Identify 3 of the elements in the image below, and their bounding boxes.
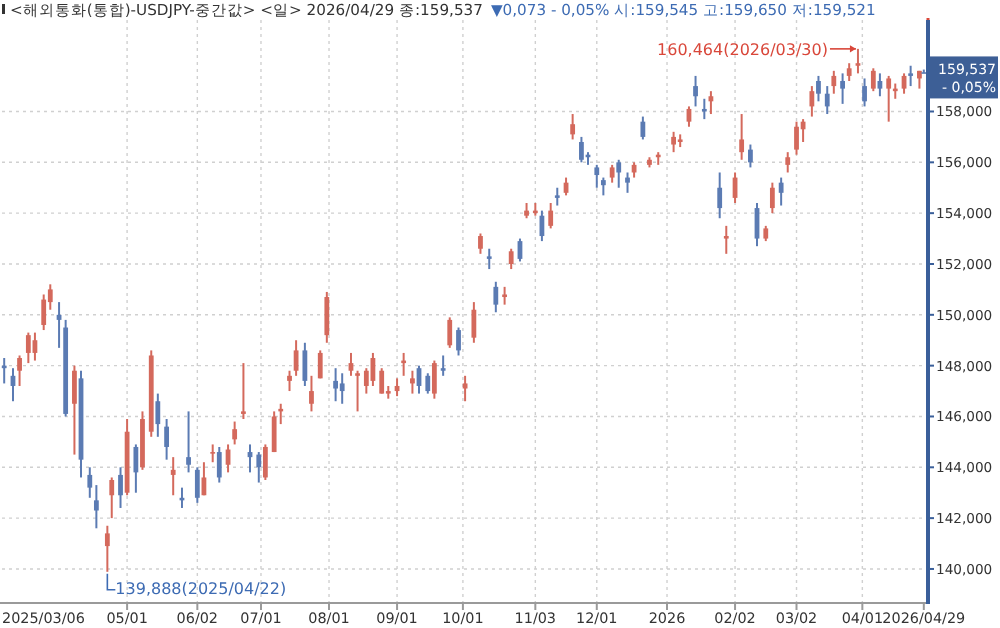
annotation: 139,888(2025/04/22)	[106, 573, 287, 598]
annotation: 139,888(2025/04/22)	[115, 579, 287, 598]
annotation: 160,464(2026/03/30)	[657, 40, 857, 59]
